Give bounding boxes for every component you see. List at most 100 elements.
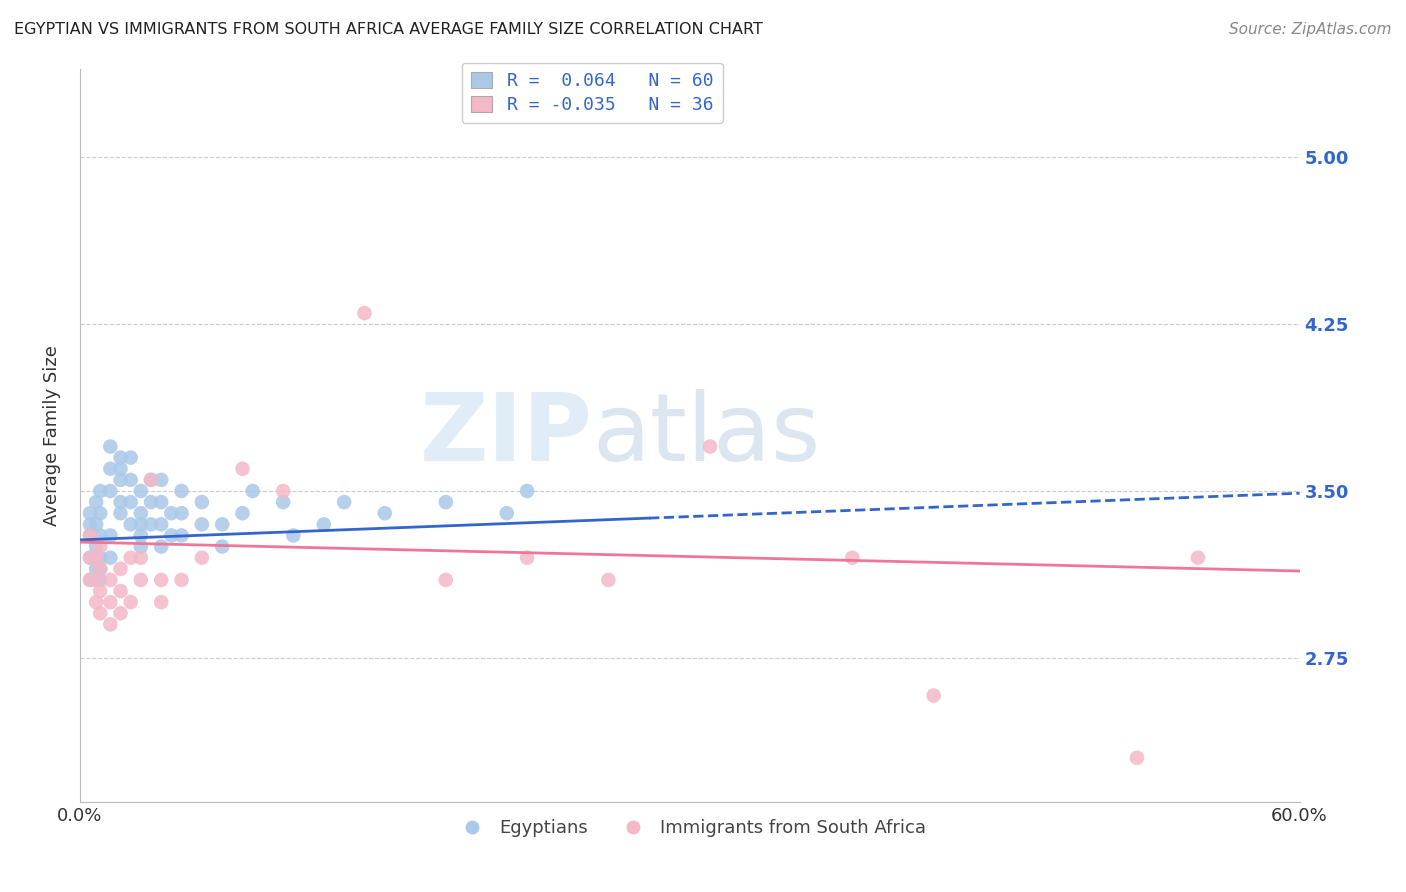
Legend: Egyptians, Immigrants from South Africa: Egyptians, Immigrants from South Africa — [447, 812, 934, 845]
Point — [333, 495, 356, 509]
Point — [231, 462, 253, 476]
Point — [191, 550, 214, 565]
Point — [120, 495, 142, 509]
Point — [84, 562, 107, 576]
Point — [79, 573, 101, 587]
Point — [89, 607, 111, 621]
Point — [89, 562, 111, 576]
Point — [110, 495, 132, 509]
Point — [516, 483, 538, 498]
Point — [139, 517, 162, 532]
Point — [110, 473, 132, 487]
Point — [89, 584, 111, 599]
Text: EGYPTIAN VS IMMIGRANTS FROM SOUTH AFRICA AVERAGE FAMILY SIZE CORRELATION CHART: EGYPTIAN VS IMMIGRANTS FROM SOUTH AFRICA… — [14, 22, 763, 37]
Point — [1126, 751, 1149, 765]
Text: Source: ZipAtlas.com: Source: ZipAtlas.com — [1229, 22, 1392, 37]
Point — [242, 483, 264, 498]
Point — [434, 573, 457, 587]
Point — [98, 440, 121, 454]
Point — [516, 550, 538, 565]
Point — [98, 528, 121, 542]
Point — [110, 562, 132, 576]
Point — [84, 517, 107, 532]
Point — [150, 517, 173, 532]
Point — [160, 506, 183, 520]
Point — [283, 528, 305, 542]
Point — [598, 573, 620, 587]
Point — [110, 506, 132, 520]
Point — [79, 528, 101, 542]
Point — [89, 562, 111, 576]
Point — [79, 573, 101, 587]
Point — [110, 450, 132, 465]
Point — [84, 540, 107, 554]
Point — [79, 550, 101, 565]
Point — [191, 495, 214, 509]
Point — [98, 462, 121, 476]
Point — [170, 483, 193, 498]
Point — [98, 595, 121, 609]
Point — [170, 528, 193, 542]
Point — [129, 528, 152, 542]
Point — [434, 495, 457, 509]
Point — [84, 595, 107, 609]
Point — [120, 550, 142, 565]
Point — [129, 517, 152, 532]
Point — [129, 483, 152, 498]
Point — [89, 506, 111, 520]
Point — [89, 528, 111, 542]
Point — [98, 573, 121, 587]
Point — [231, 506, 253, 520]
Point — [1187, 550, 1209, 565]
Point — [129, 506, 152, 520]
Point — [79, 528, 101, 542]
Point — [312, 517, 335, 532]
Point — [922, 689, 945, 703]
Point — [150, 473, 173, 487]
Point — [374, 506, 396, 520]
Point — [139, 473, 162, 487]
Point — [98, 617, 121, 632]
Point — [160, 528, 183, 542]
Point — [79, 517, 101, 532]
Point — [150, 573, 173, 587]
Point — [120, 517, 142, 532]
Text: atlas: atlas — [592, 390, 820, 482]
Point — [98, 550, 121, 565]
Point — [699, 440, 721, 454]
Point — [211, 540, 233, 554]
Point — [89, 550, 111, 565]
Point — [89, 540, 111, 554]
Point — [150, 540, 173, 554]
Point — [495, 506, 517, 520]
Point — [139, 495, 162, 509]
Point — [353, 306, 375, 320]
Point — [110, 607, 132, 621]
Point — [139, 473, 162, 487]
Point — [89, 573, 111, 587]
Point — [211, 517, 233, 532]
Point — [79, 506, 101, 520]
Point — [84, 573, 107, 587]
Point — [110, 584, 132, 599]
Point — [170, 573, 193, 587]
Point — [271, 495, 294, 509]
Point — [79, 550, 101, 565]
Point — [271, 483, 294, 498]
Point — [129, 540, 152, 554]
Point — [150, 595, 173, 609]
Point — [120, 595, 142, 609]
Point — [150, 495, 173, 509]
Point — [170, 506, 193, 520]
Point — [110, 462, 132, 476]
Point — [841, 550, 863, 565]
Point — [98, 483, 121, 498]
Point — [129, 573, 152, 587]
Point — [120, 450, 142, 465]
Point — [120, 473, 142, 487]
Point — [89, 483, 111, 498]
Text: ZIP: ZIP — [419, 390, 592, 482]
Point — [84, 550, 107, 565]
Point — [191, 517, 214, 532]
Y-axis label: Average Family Size: Average Family Size — [44, 345, 60, 525]
